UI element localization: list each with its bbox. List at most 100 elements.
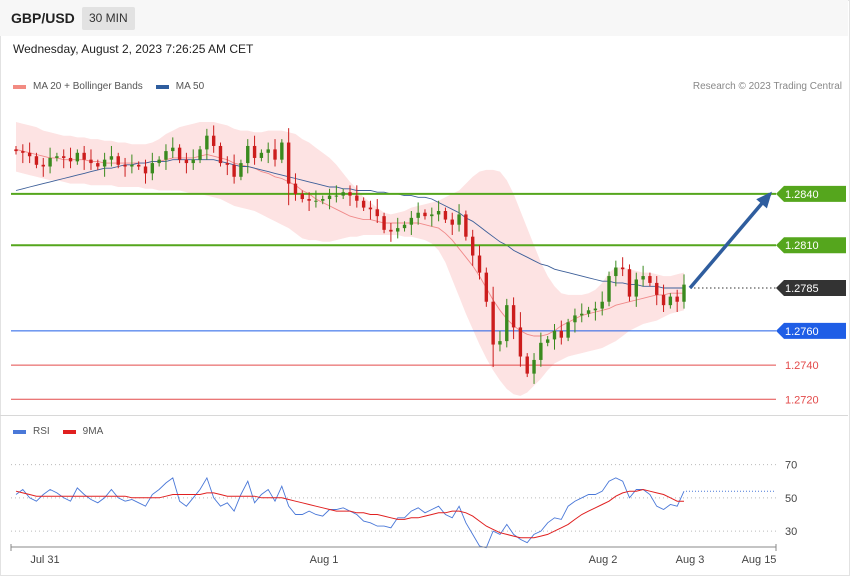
projection-arrow-head	[756, 191, 772, 209]
candle-body	[136, 164, 141, 167]
x-tick-label: Jul 31	[30, 554, 59, 566]
candle-body	[375, 209, 379, 217]
candle-body	[566, 322, 570, 338]
candle-body	[171, 147, 175, 152]
level-tag-1.2840	[776, 185, 846, 202]
candle-body	[450, 219, 454, 225]
candle-body	[525, 356, 529, 374]
candle-body	[334, 195, 339, 197]
candle-body	[559, 330, 564, 338]
candle-body	[498, 341, 502, 345]
candle-body	[668, 296, 673, 306]
candle-body	[314, 200, 318, 202]
ma20-line	[15, 148, 684, 337]
candle-body	[341, 192, 345, 196]
panel-separator	[0, 415, 848, 416]
candle-body	[41, 164, 45, 167]
candle-body	[225, 163, 230, 165]
candle-body	[96, 163, 100, 167]
level-tag-1.2785	[776, 280, 846, 297]
rsi-legend: RSI 9MA	[13, 426, 103, 437]
candle-body	[470, 236, 475, 256]
level-tag-1.2760	[776, 322, 846, 339]
level-label-1.2760: 1.2760	[785, 326, 819, 338]
candle-body	[300, 193, 304, 200]
candle-body	[157, 159, 161, 164]
candle-body	[102, 159, 107, 167]
candle-body	[62, 156, 66, 158]
candle-body	[355, 195, 359, 201]
candle-body	[477, 255, 482, 273]
candle-body	[443, 211, 448, 220]
candle-body	[511, 305, 516, 328]
legend-label-rsi: RSI	[33, 426, 50, 437]
candle-body	[14, 149, 18, 152]
candle-body	[321, 199, 325, 201]
legend-swatch-9ma	[62, 429, 76, 434]
research-credit: Research © 2023 Trading Central	[692, 81, 842, 92]
candle-body	[573, 315, 577, 323]
bollinger-band	[16, 122, 684, 396]
rsi-tick-30: 30	[785, 526, 797, 538]
candle-body	[593, 308, 598, 311]
legend-label-ma50: MA 50	[175, 81, 205, 92]
candle-body	[484, 272, 489, 302]
instrument-title: GBP/USD	[11, 10, 75, 26]
candle-body	[307, 199, 311, 201]
candle-body	[218, 145, 223, 164]
candle-body	[634, 279, 638, 297]
price-legend: MA 20 + Bollinger Bands MA 50	[13, 81, 204, 92]
candle-body	[620, 267, 625, 270]
candle-body	[48, 157, 52, 167]
x-tick-label: Aug 3	[676, 554, 705, 566]
candle-body	[457, 214, 461, 225]
candle-body	[239, 163, 243, 177]
level-label-1.2810: 1.2810	[785, 240, 819, 252]
candle-body	[464, 214, 468, 237]
candle-body	[259, 152, 264, 158]
candle-body	[82, 152, 86, 160]
x-tick-label: Aug 2	[589, 554, 618, 566]
candle-body	[184, 159, 189, 164]
candle-body	[396, 228, 400, 232]
candle-body	[123, 164, 127, 167]
candle-body	[21, 151, 25, 153]
candle-body	[266, 149, 270, 153]
level-label-1.2840: 1.2840	[785, 189, 819, 201]
candle-body	[655, 282, 659, 295]
x-tick-label: Aug 15	[742, 554, 777, 566]
x-tick-label: Aug 1	[310, 554, 339, 566]
legend-label-9ma: 9MA	[82, 426, 104, 437]
candle-body	[409, 217, 414, 225]
rsi-series-9ma	[15, 488, 684, 539]
candle-body	[205, 135, 209, 150]
candle-body	[89, 159, 93, 164]
candle-body	[27, 152, 32, 157]
candle-body	[423, 212, 427, 217]
candle-body	[75, 152, 80, 162]
timeframe-badge[interactable]: 30 MIN	[82, 7, 135, 30]
candle-body	[580, 313, 584, 316]
rsi-series-rsi	[15, 476, 685, 549]
candle-body	[586, 310, 591, 314]
candle-body	[252, 145, 257, 158]
candle-body	[641, 276, 645, 280]
legend-swatch-ma20	[13, 84, 26, 89]
candle-body	[232, 164, 236, 177]
candle-body	[348, 192, 352, 196]
candle-body	[552, 330, 557, 340]
legend-swatch-ma50	[155, 84, 169, 89]
candle-body	[293, 183, 298, 194]
candle-body	[430, 214, 434, 217]
candle-body	[436, 211, 441, 215]
level-label-1.2720: 1.2720	[785, 394, 819, 406]
legend-swatch-rsi	[13, 429, 26, 434]
legend-label-ma20: MA 20 + Bollinger Bands	[33, 81, 143, 92]
candle-body	[327, 195, 332, 200]
candle-body	[389, 229, 393, 232]
candle-body	[280, 142, 284, 160]
candle-body	[614, 267, 618, 277]
candle-body	[600, 301, 604, 309]
